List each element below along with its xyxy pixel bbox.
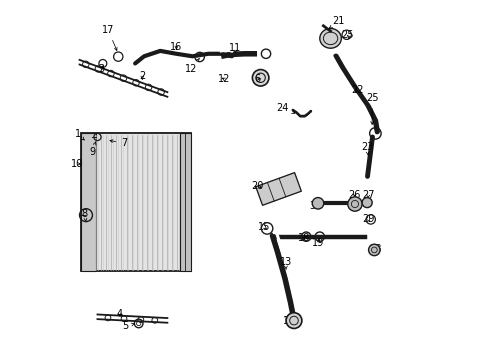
Circle shape [252,69,268,86]
Text: 26: 26 [347,190,360,200]
Text: 5: 5 [122,321,134,331]
Text: 23: 23 [360,142,372,155]
Circle shape [347,197,362,211]
Text: 19: 19 [312,238,324,248]
Ellipse shape [319,28,341,48]
Text: 8: 8 [81,209,88,222]
Text: 16: 16 [170,42,182,51]
Text: 9: 9 [89,141,96,157]
Polygon shape [255,173,301,205]
Text: 4: 4 [117,310,122,319]
Text: 17: 17 [102,25,117,50]
Text: 22: 22 [350,85,363,95]
Text: 1: 1 [75,129,84,140]
Text: 29: 29 [361,214,374,224]
Bar [180,134,190,271]
Text: 2: 2 [139,71,145,81]
Circle shape [368,244,379,256]
Text: 13: 13 [279,257,291,270]
Text: 3: 3 [98,64,104,74]
Bar [81,134,190,271]
Text: 18: 18 [297,233,309,243]
Text: 28: 28 [368,244,381,254]
Text: 11: 11 [229,44,241,53]
Text: 14: 14 [282,316,294,325]
Text: 30: 30 [308,201,321,211]
Text: 27: 27 [361,190,374,200]
Text: 12: 12 [184,59,199,74]
Text: 25: 25 [365,93,378,124]
Text: 20: 20 [251,181,263,192]
Bar [81,134,96,271]
Text: 7: 7 [110,139,127,148]
Text: 25: 25 [341,31,353,40]
Circle shape [362,198,371,208]
Text: 10: 10 [70,159,82,169]
Circle shape [312,198,323,209]
Text: 24: 24 [276,103,294,113]
Circle shape [285,313,301,328]
Text: 6: 6 [253,74,260,84]
Text: 21: 21 [328,17,344,28]
Text: 15: 15 [258,222,270,232]
Text: 12: 12 [217,74,229,84]
